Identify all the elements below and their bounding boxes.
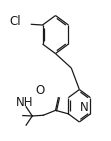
Text: NH: NH xyxy=(16,96,33,109)
Text: O: O xyxy=(35,84,45,97)
Text: N: N xyxy=(80,101,89,114)
Text: Cl: Cl xyxy=(9,15,21,28)
